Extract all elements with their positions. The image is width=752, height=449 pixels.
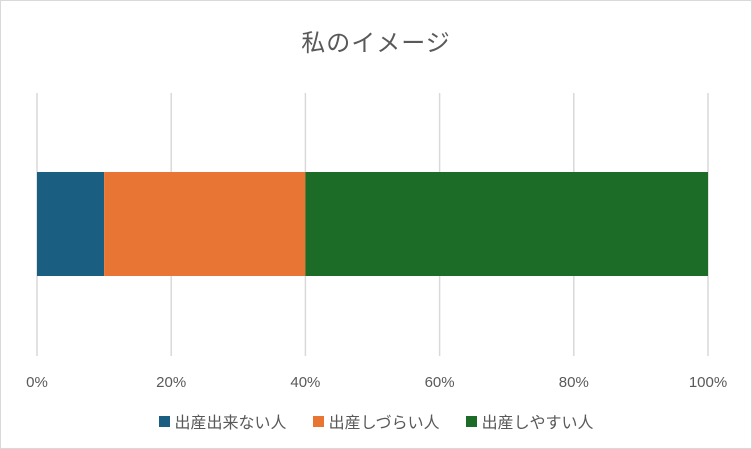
legend-swatch: [312, 415, 324, 427]
legend-label: 出産しやすい人: [481, 413, 594, 432]
bar-segment-1: [37, 172, 105, 276]
chart-title: 私のイメージ: [301, 29, 451, 57]
legend-swatch: [158, 415, 170, 427]
legend: 出産出来ない人 出産しづらい人 出産しやすい人: [1, 409, 751, 433]
x-tick-label: 100%: [689, 374, 727, 391]
legend-label: 出産出来ない人: [174, 413, 287, 432]
bar-segment-2: [104, 172, 306, 276]
x-tick-label: 0%: [26, 374, 48, 391]
x-tick-label: 60%: [425, 374, 455, 391]
legend-label: 出産しづらい人: [328, 413, 440, 432]
bar-segment-3: [305, 172, 708, 276]
legend-swatch: [465, 415, 477, 427]
x-tick-label: 20%: [156, 374, 186, 391]
legend-item: 出産しやすい人: [465, 409, 594, 433]
legend-item: 出産しづらい人: [312, 409, 440, 433]
x-tick-label: 80%: [559, 374, 589, 391]
legend-item: 出産出来ない人: [158, 409, 287, 433]
x-tick-label: 40%: [290, 374, 320, 391]
